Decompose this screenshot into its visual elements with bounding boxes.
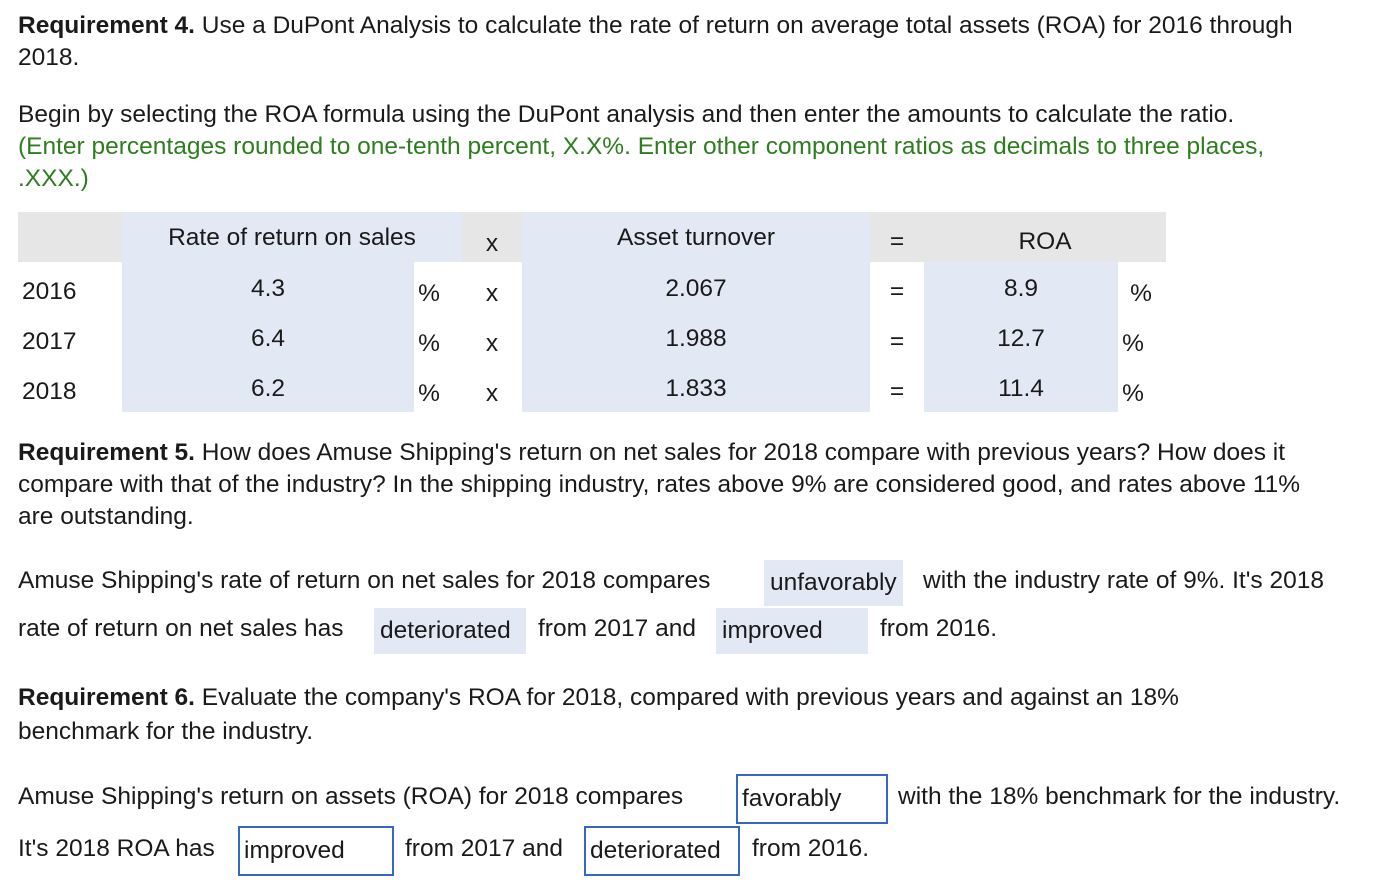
requirement-6-text-cont: benchmark for the industry. — [18, 718, 314, 745]
header-rate-of-return-on-sales: Rate of return on sales — [168, 224, 416, 251]
req6-answer-a-suffix: with the 18% benchmark for the industry. — [898, 783, 1341, 810]
req5-vs-2016-dropdown[interactable]: improved — [716, 608, 868, 654]
roa-column-bg — [924, 262, 1118, 412]
req5-answer-b-middle: from 2017 and — [538, 615, 696, 642]
year-2018: 2018 — [22, 378, 77, 405]
requirement-6-text: Evaluate the company's ROA for 2018, com… — [195, 684, 1179, 711]
pct-column-bg — [414, 262, 462, 412]
req6-vs-2016-dropdown[interactable]: deteriorated — [584, 826, 740, 876]
requirement-5-heading: Requirement 5. How does Amuse Shipping's… — [18, 437, 1300, 533]
hint-text-cont: .XXX.) — [18, 165, 89, 192]
roa-2016-input[interactable]: 8.9 — [1003, 275, 1039, 302]
requirement-5-text: How does Amuse Shipping's return on net … — [195, 439, 1286, 466]
req6-answer-a-prefix: Amuse Shipping's return on assets (ROA) … — [18, 783, 684, 810]
req5-answer-b-prefix: rate of return on net sales has — [18, 615, 344, 642]
pct-2016: % — [418, 280, 440, 307]
requirement-4-heading: Requirement 4. Use a DuPont Analysis to … — [18, 10, 1293, 74]
header-asset-turnover: Asset turnover — [617, 224, 775, 251]
req6-vs-2017-dropdown[interactable]: improved — [238, 826, 394, 876]
header-times: x — [485, 230, 499, 257]
hint-text: (Enter percentages rounded to one-tenth … — [18, 133, 1265, 160]
requirement-5-label: Requirement 5. — [18, 439, 195, 466]
req5-answer-a-suffix: with the industry rate of 9%. It's 2018 — [923, 567, 1324, 594]
asset-turnover-2018-input[interactable]: 1.833 — [665, 375, 727, 402]
req6-answer-b-middle: from 2017 and — [405, 835, 563, 862]
times-2018: x — [485, 380, 499, 407]
equals-2018: = — [889, 378, 905, 405]
year-2017: 2017 — [22, 328, 77, 355]
equals-2017: = — [889, 328, 905, 355]
ros-2018-input[interactable]: 6.2 — [250, 375, 286, 402]
requirement-4-text: Use a DuPont Analysis to calculate the r… — [195, 12, 1293, 39]
req5-comparison-dropdown[interactable]: unfavorably — [764, 560, 903, 606]
instruction-text: Begin by selecting the ROA formula using… — [18, 101, 1235, 128]
times-2016: x — [485, 280, 499, 307]
roa-2018-input[interactable]: 11.4 — [998, 375, 1044, 402]
requirement-6-heading: Requirement 6. Evaluate the company's RO… — [18, 681, 1179, 749]
header-roa: ROA — [1018, 228, 1072, 255]
req5-answer-b-suffix: from 2016. — [880, 615, 998, 642]
roa-2017-input[interactable]: 12.7 — [997, 325, 1045, 352]
roa-pct-2016: % — [1130, 280, 1152, 307]
pct-2017: % — [418, 330, 440, 357]
roa-pct-2018: % — [1122, 380, 1144, 407]
asset-turnover-column-bg — [522, 212, 870, 412]
requirement-5-text-end: are outstanding. — [18, 503, 194, 530]
requirement-4-label: Requirement 4. — [18, 12, 195, 39]
pct-2018: % — [418, 380, 440, 407]
requirement-5-text-cont: compare with that of the industry? In th… — [18, 471, 1301, 498]
req6-comparison-dropdown[interactable]: favorably — [736, 774, 888, 824]
ros-2016-input[interactable]: 4.3 — [250, 275, 286, 302]
year-2016: 2016 — [22, 278, 77, 305]
req5-vs-2017-dropdown[interactable]: deteriorated — [374, 608, 526, 654]
asset-turnover-2017-input[interactable]: 1.988 — [665, 325, 727, 352]
equals-2016: = — [889, 278, 905, 305]
req5-answer-a-prefix: Amuse Shipping's rate of return on net s… — [18, 567, 711, 594]
ros-column-bg — [122, 212, 462, 412]
requirement-4-text-cont: 2018. — [18, 44, 80, 71]
ros-2017-input[interactable]: 6.4 — [250, 325, 286, 352]
header-equals: = — [889, 228, 905, 255]
roa-pct-2017: % — [1122, 330, 1144, 357]
requirement-6-label: Requirement 6. — [18, 684, 195, 711]
instructions: Begin by selecting the ROA formula using… — [18, 99, 1264, 195]
times-2017: x — [485, 330, 499, 357]
req6-answer-b-prefix: It's 2018 ROA has — [18, 835, 215, 862]
asset-turnover-2016-input[interactable]: 2.067 — [665, 275, 727, 302]
req6-answer-b-suffix: from 2016. — [752, 835, 870, 862]
